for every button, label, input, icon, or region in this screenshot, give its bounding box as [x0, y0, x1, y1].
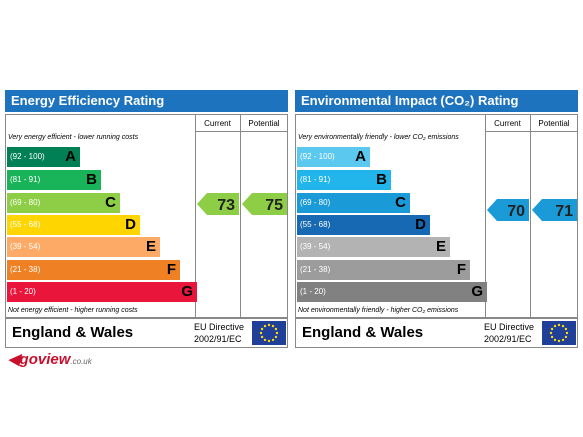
band-letter: A	[355, 148, 366, 165]
band-letter: C	[105, 194, 116, 211]
header-divider	[195, 131, 288, 132]
band-range: (39 - 54)	[10, 242, 41, 251]
band-range: (1 - 20)	[10, 287, 36, 296]
rating-band: (81 - 91) B	[297, 170, 391, 190]
rating-band: (55 - 68) D	[7, 215, 140, 235]
rating-band: (39 - 54) E	[7, 237, 160, 257]
col-potential: Potential	[538, 119, 570, 128]
rating-band: (92 - 100) A	[7, 147, 80, 167]
band-letter: A	[65, 148, 76, 165]
band-letter: E	[435, 238, 446, 255]
rating-band: (92 - 100) A	[297, 147, 370, 167]
panel-footer: England & Wales EU Directive 2002/91/EC	[5, 318, 288, 348]
logo-main: goview	[19, 351, 71, 368]
band-letter: G	[471, 283, 483, 300]
top-note: Very energy efficient - lower running co…	[8, 134, 139, 141]
rating-band: (1 - 20) G	[7, 282, 197, 302]
rating-arrow: 71	[532, 199, 577, 221]
col-current: Current	[494, 119, 521, 128]
panel-header: Environmental Impact (CO₂) Rating	[295, 90, 578, 112]
band-range: (81 - 91)	[10, 175, 41, 184]
directive: EU Directive	[484, 322, 535, 332]
footer-text: England & Wales	[12, 324, 134, 341]
rating-band: (1 - 20) G	[297, 282, 487, 302]
band-range: (69 - 80)	[10, 198, 41, 207]
band-letter: E	[145, 238, 156, 255]
col-potential: Potential	[248, 119, 280, 128]
band-letter: G	[181, 283, 193, 300]
col-current: Current	[204, 119, 231, 128]
arrow-shape	[532, 199, 577, 221]
rating-value: 70	[507, 203, 525, 220]
band-letter: B	[376, 171, 387, 188]
rating-value: 75	[265, 197, 283, 214]
logo: ◀goview.co.uk	[8, 351, 92, 368]
rating-band: (69 - 80) C	[7, 193, 120, 213]
band-range: (55 - 68)	[10, 220, 41, 229]
band-letter: C	[395, 194, 406, 211]
band-range: (81 - 91)	[300, 175, 331, 184]
band-range: (1 - 20)	[300, 287, 326, 296]
logo-suffix: .co.uk	[70, 357, 92, 366]
arrow-shape	[242, 193, 287, 215]
arrow-shape	[197, 193, 239, 215]
band-letter: D	[125, 216, 136, 233]
panel-header: Energy Efficiency Rating	[5, 90, 288, 112]
bottom-note: Not energy efficient - higher running co…	[8, 307, 138, 314]
band-letter: B	[86, 171, 97, 188]
rating-band: (21 - 38) F	[297, 260, 470, 280]
rating-arrow: 73	[197, 193, 239, 215]
top-note: Very environmentally friendly - lower CO…	[298, 134, 459, 141]
rating-band: (69 - 80) C	[297, 193, 410, 213]
directive: 2002/91/EC	[194, 334, 242, 344]
header-divider	[485, 131, 578, 132]
rating-band: (81 - 91) B	[7, 170, 101, 190]
band-letter: D	[415, 216, 426, 233]
band-range: (21 - 38)	[300, 265, 331, 274]
band-range: (21 - 38)	[10, 265, 41, 274]
rating-arrow: 70	[487, 199, 529, 221]
band-range: (92 - 100)	[300, 152, 335, 161]
band-letter: F	[456, 261, 466, 278]
col-divider	[195, 114, 196, 318]
rating-band: (21 - 38) F	[7, 260, 180, 280]
directive: 2002/91/EC	[484, 334, 532, 344]
rating-band: (39 - 54) E	[297, 237, 450, 257]
band-letter: F	[166, 261, 176, 278]
rating-arrow: 75	[242, 193, 287, 215]
band-range: (55 - 68)	[300, 220, 331, 229]
band-range: (92 - 100)	[10, 152, 45, 161]
footer-text: England & Wales	[302, 324, 424, 341]
band-range: (39 - 54)	[300, 242, 331, 251]
eu-flag	[252, 321, 286, 345]
panel-footer: England & Wales EU Directive 2002/91/EC	[295, 318, 578, 348]
band-range: (69 - 80)	[300, 198, 331, 207]
col-divider	[530, 114, 531, 318]
col-divider	[240, 114, 241, 318]
panel-table	[5, 114, 288, 318]
eu-flag	[542, 321, 576, 345]
directive: EU Directive	[194, 322, 245, 332]
rating-value: 71	[555, 203, 573, 220]
arrow-shape	[487, 199, 529, 221]
bottom-note: Not environmentally friendly - higher CO…	[298, 307, 459, 314]
rating-band: (55 - 68) D	[297, 215, 430, 235]
panel-table	[295, 114, 578, 318]
col-divider	[485, 114, 486, 318]
rating-value: 73	[217, 197, 235, 214]
